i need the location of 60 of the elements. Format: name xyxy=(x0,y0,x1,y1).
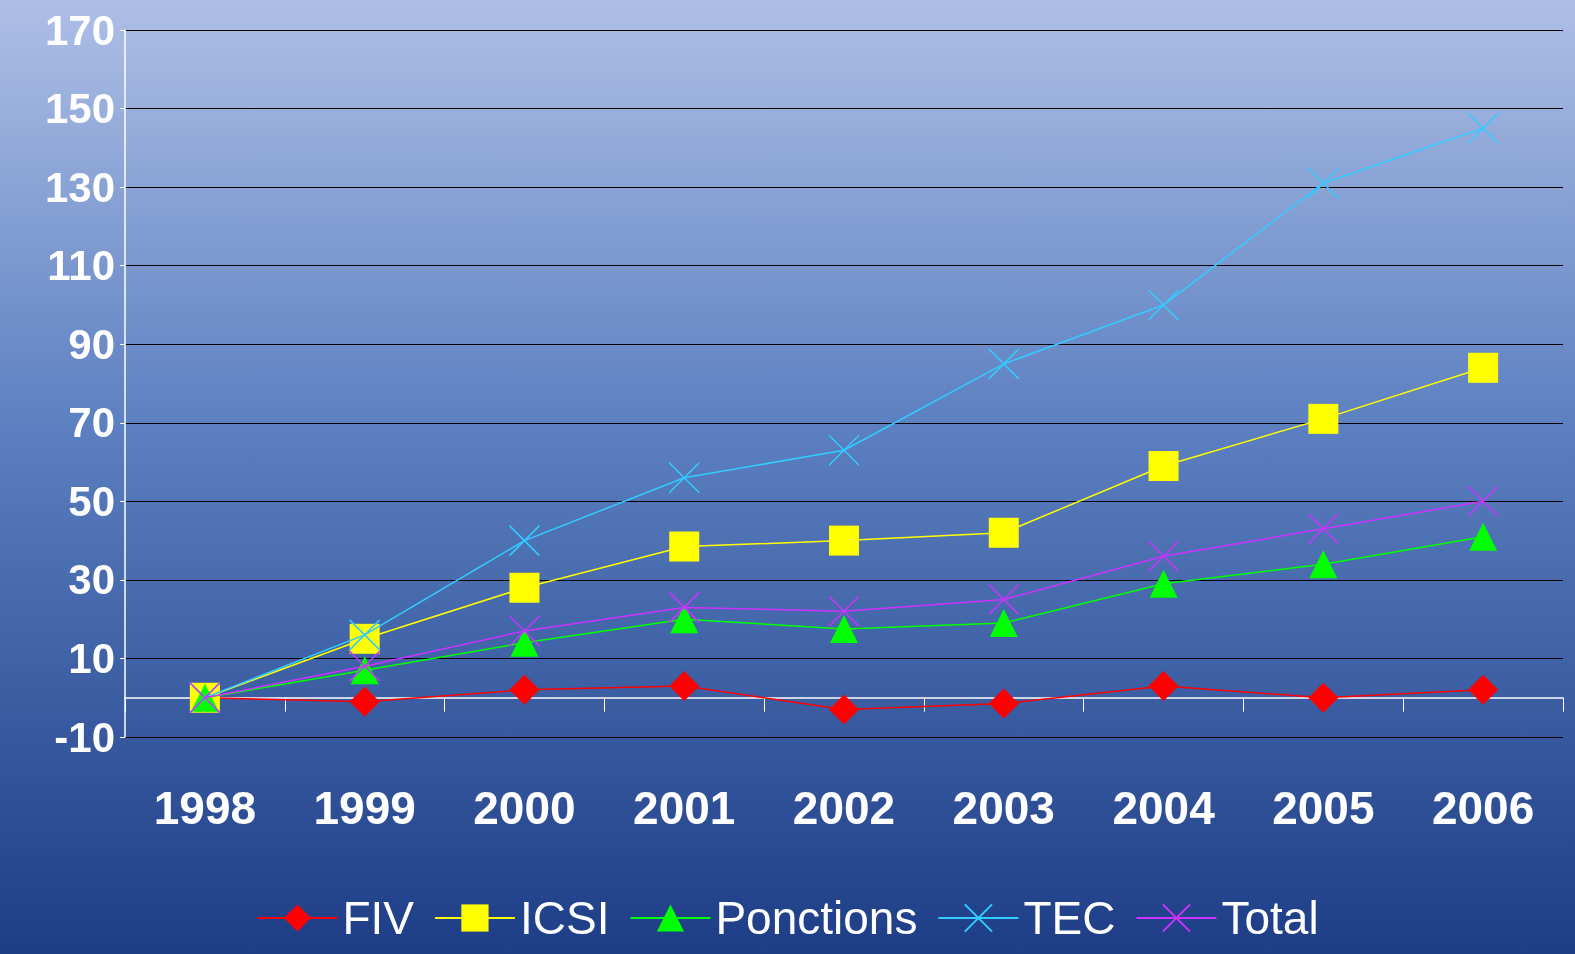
point xyxy=(509,674,540,705)
point xyxy=(828,595,860,628)
point xyxy=(1467,112,1499,144)
y-tick-label: 10 xyxy=(68,634,115,682)
point xyxy=(1307,167,1340,199)
point xyxy=(508,615,541,647)
y-tick-label: -10 xyxy=(54,713,115,761)
y-tick-label: 90 xyxy=(68,320,115,368)
x-tick-label: 2003 xyxy=(952,782,1055,834)
point xyxy=(1307,513,1340,545)
x-tick-label: 1999 xyxy=(313,782,416,834)
point xyxy=(1147,540,1180,573)
x-tick-label: 2000 xyxy=(473,782,576,834)
point xyxy=(669,531,700,562)
legend-label: Ponctions xyxy=(715,892,918,944)
x-tick-label: 2002 xyxy=(792,782,896,834)
x-tick-label: 2001 xyxy=(633,782,736,834)
x-tick-label: 2004 xyxy=(1112,782,1216,834)
legend-label: Total xyxy=(1221,892,1319,944)
point xyxy=(1147,289,1180,321)
point xyxy=(349,686,380,717)
legend-label: FIV xyxy=(342,892,415,944)
y-tick-label: 130 xyxy=(44,163,115,211)
y-tick-label: 50 xyxy=(68,477,115,525)
x-tick-label: 1998 xyxy=(153,782,257,834)
point xyxy=(988,517,1019,548)
y-tick-label: 170 xyxy=(44,6,115,54)
point xyxy=(1149,569,1178,598)
legend-label: ICSI xyxy=(519,892,610,944)
point xyxy=(1309,550,1338,579)
point xyxy=(830,614,858,643)
point xyxy=(988,348,1020,380)
point xyxy=(1467,485,1499,518)
point xyxy=(1148,670,1179,701)
x-tick-label: 2006 xyxy=(1431,782,1535,834)
point xyxy=(1148,450,1179,481)
point xyxy=(1308,403,1339,434)
y-tick-label: 30 xyxy=(68,556,115,604)
point xyxy=(1468,352,1499,383)
point xyxy=(988,688,1019,719)
legend-label: TEC xyxy=(1023,892,1116,944)
point xyxy=(988,583,1020,616)
point xyxy=(1308,682,1339,713)
point xyxy=(668,462,700,494)
y-tick-label: 70 xyxy=(68,399,115,447)
point xyxy=(1469,522,1498,551)
point xyxy=(669,670,700,701)
point xyxy=(509,572,540,603)
x-tick-label: 2005 xyxy=(1272,782,1375,834)
point xyxy=(668,591,700,624)
point xyxy=(829,525,859,556)
point xyxy=(348,650,381,683)
point xyxy=(510,628,539,657)
point xyxy=(989,609,1018,638)
y-tick-label: 110 xyxy=(47,242,115,290)
point xyxy=(829,694,859,725)
point xyxy=(828,434,860,467)
point xyxy=(1468,674,1499,705)
point xyxy=(508,524,541,557)
y-tick-label: 150 xyxy=(44,85,115,133)
